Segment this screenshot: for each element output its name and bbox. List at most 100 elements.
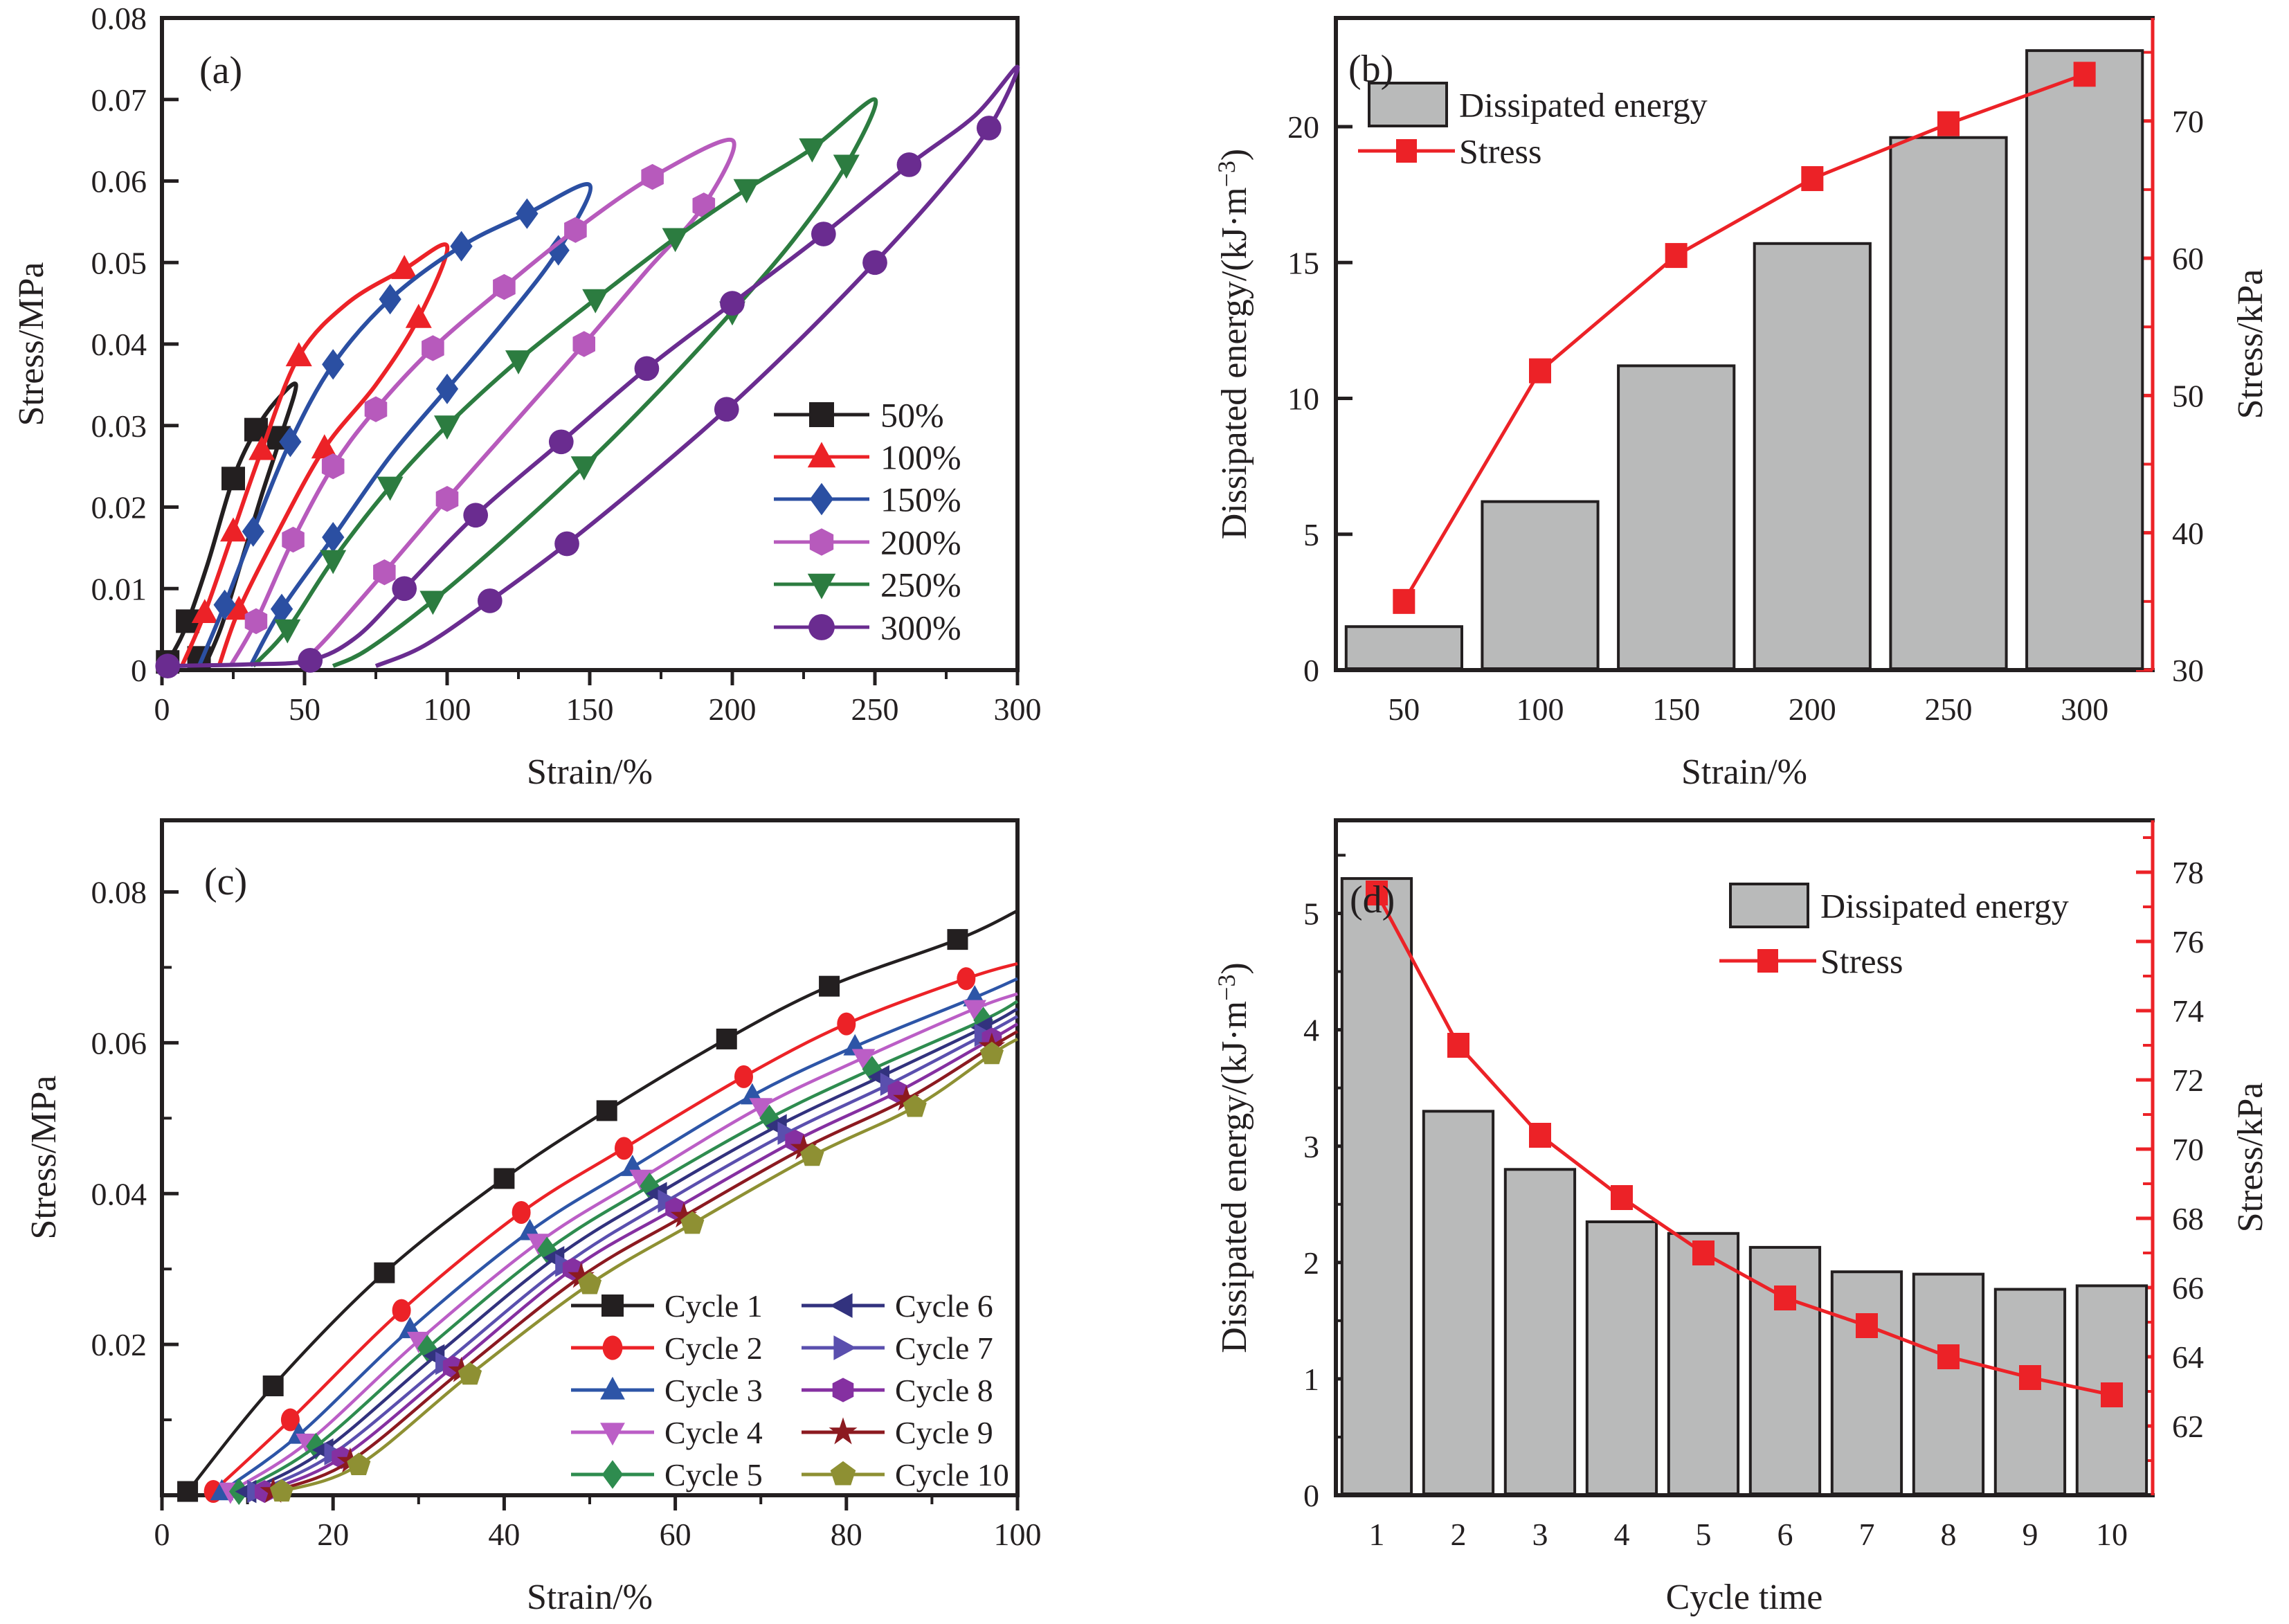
legend-label: Cycle 2	[664, 1330, 763, 1366]
x-category-label: 8	[1941, 1517, 1957, 1552]
marker-square	[177, 1481, 199, 1502]
legend-item-stress: Stress	[1719, 942, 1903, 981]
left-axis-title: Dissipated energy/(kJ·m−3)	[1213, 149, 1254, 539]
marker-square	[221, 467, 245, 491]
marker-triangle-right	[833, 1335, 857, 1360]
marker-square	[596, 1100, 617, 1121]
marker-hexagon	[572, 331, 595, 357]
y-tick-label: 0.07	[91, 82, 147, 118]
legend-item-cycle-10: Cycle 10	[802, 1457, 1009, 1492]
marker-pentagon	[458, 1362, 482, 1385]
series-line	[272, 1030, 1019, 1493]
marker-ellipse	[280, 1408, 300, 1432]
marker-triangle-down	[527, 1234, 550, 1256]
bar	[1344, 625, 1464, 671]
marker-square	[1366, 881, 1388, 905]
marker-pentagon	[903, 1094, 927, 1117]
marker-square	[1774, 1285, 1796, 1310]
x-tick-label: 80	[831, 1517, 862, 1552]
marker-ellipse	[957, 967, 976, 991]
legend-label: Cycle 3	[664, 1373, 763, 1408]
stress-line-series	[1366, 881, 2123, 1407]
x-category-label: 5	[1696, 1517, 1712, 1552]
panel-b: 0 5 10 15 20 30 40 50 60 70 50 100 150 200 250 300 Dissi…	[1213, 16, 2270, 792]
marker-square	[819, 975, 840, 997]
legend: Cycle 1 Cycle 2 Cycle 3 Cycle 4 Cycle 5 Cycle…	[571, 1288, 1009, 1492]
legend-item-cycle-5: Cycle 5	[571, 1457, 763, 1492]
legend-label: 300%	[880, 608, 961, 647]
bars-dissipated-energy	[1344, 49, 2144, 671]
legend-label: Cycle 9	[895, 1415, 993, 1450]
bar	[1889, 136, 2008, 670]
panel-a-xaxis-title: Strain/%	[527, 752, 653, 792]
legend-item-cycle-3: Cycle 3	[571, 1373, 763, 1408]
bar	[1912, 1272, 1985, 1495]
panel-b-label: (b)	[1348, 48, 1393, 91]
series-line	[180, 242, 450, 667]
marker-square	[1757, 949, 1778, 973]
series-line	[229, 992, 1018, 1493]
bar	[1617, 364, 1736, 671]
x-tick-label: 0	[154, 1517, 170, 1552]
marker-pentagon	[979, 1041, 1004, 1065]
marker-square	[1665, 243, 1688, 269]
series-150-	[197, 182, 593, 667]
marker-square	[494, 1168, 515, 1189]
marker-circle	[155, 653, 181, 678]
left-y-tick-label: 10	[1287, 381, 1319, 417]
x-category-label: 2	[1451, 1517, 1467, 1552]
panel-b-xaxis-title: Strain/%	[1681, 752, 1807, 792]
marker-triangle-down	[963, 1000, 986, 1022]
marker-square	[1856, 1313, 1878, 1338]
y-tick-label: 0.03	[91, 408, 147, 444]
x-tick-label: 300	[994, 692, 1042, 727]
y-tick-label: 0.05	[91, 245, 147, 280]
left-y-tick-label: 15	[1287, 245, 1319, 280]
marker-triangle-down	[320, 550, 347, 575]
marker-triangle-down	[419, 590, 446, 615]
marker-triangle-up	[220, 517, 246, 542]
y-tick-label: 0.06	[91, 1026, 147, 1061]
bar	[1481, 500, 1600, 670]
legend-label: 200%	[880, 523, 961, 562]
marker-diamond	[547, 235, 570, 266]
right-y-tick-label: 70	[2172, 104, 2204, 139]
series-line	[281, 1037, 1019, 1493]
legend-label: 100%	[880, 438, 961, 477]
marker-ellipse	[392, 1299, 411, 1322]
x-tick-label: 20	[317, 1517, 349, 1552]
marker-pentagon	[269, 1479, 294, 1502]
marker-triangle-down	[733, 179, 760, 204]
marker-triangle-down	[434, 415, 460, 440]
bars-dissipated-energy	[1340, 877, 2148, 1496]
right-y-tick-label: 60	[2172, 241, 2204, 276]
marker-hexagon	[493, 273, 516, 300]
marker-pentagon	[347, 1452, 371, 1475]
x-category-label: 200	[1789, 692, 1836, 727]
marker-square	[2019, 1365, 2041, 1390]
bar	[1667, 1231, 1740, 1496]
stress-line	[1375, 892, 2112, 1397]
x-tick-label: 150	[566, 692, 614, 727]
legend-item-cycle-9: Cycle 9	[802, 1415, 993, 1450]
marker-triangle-down	[582, 289, 609, 314]
legend-item-200-: 200%	[774, 523, 961, 562]
right-y-tick-label: 70	[2172, 1132, 2204, 1167]
right-y-tick-label: 74	[2172, 993, 2204, 1029]
marker-square	[262, 1375, 284, 1397]
marker-hexagon	[641, 163, 664, 190]
marker-diamond	[809, 482, 834, 516]
marker-square	[1611, 1185, 1633, 1210]
y-tick-label: 0.02	[91, 490, 147, 525]
legend: 50%100%150% 200% 250% 300%	[774, 396, 961, 647]
series-300-	[155, 64, 1020, 678]
x-tick-label: 40	[488, 1517, 520, 1552]
panel-b-right-axis-title: Stress/kPa	[2231, 269, 2270, 419]
marker-triangle-up	[807, 442, 836, 468]
panel-c-label: (c)	[204, 860, 247, 903]
marker-triangle-down	[629, 1169, 653, 1191]
marker-diamond	[279, 426, 302, 458]
